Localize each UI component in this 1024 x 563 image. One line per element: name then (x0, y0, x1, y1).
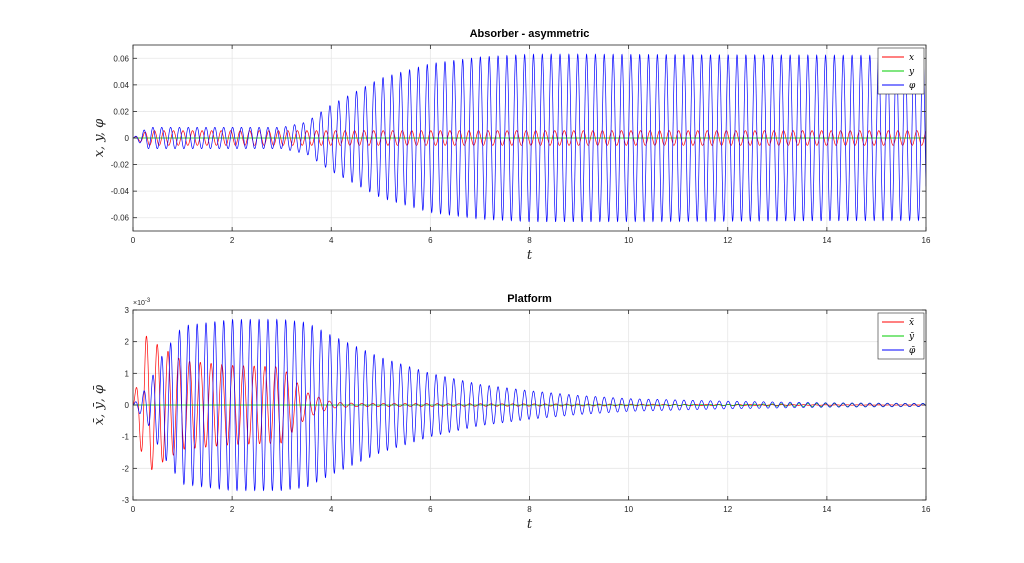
y-tick-label: -3 (122, 496, 130, 505)
x-axis-label: t (527, 517, 533, 532)
x-tick-label: 10 (624, 505, 633, 514)
x-axis-label: t (527, 248, 533, 263)
x-tick-label: 6 (428, 505, 433, 514)
y-tick-label: 0 (125, 401, 130, 410)
legend-label: y (908, 67, 915, 77)
x-tick-label: 4 (329, 505, 334, 514)
y-tick-label: 2 (125, 338, 130, 347)
legend-label: x (909, 53, 914, 63)
chart-1: 0 2 4 6 8 10 12 14 16 -0.06 -0.04 -0.02 0 0.02 0.04 0.0… (92, 28, 931, 263)
series-group (133, 318, 926, 492)
x-tick-label: 10 (624, 236, 633, 245)
y-axis-label: x, y, φ (92, 118, 107, 157)
series-line-3 (133, 53, 926, 223)
x-tick-label: 16 (922, 505, 931, 514)
y-exponent-base: ×10 (133, 300, 145, 307)
y-tick-label: 0.02 (113, 107, 129, 116)
series-line-1 (133, 335, 926, 471)
series-group (133, 53, 926, 223)
y-tick-label: -0.06 (111, 214, 130, 223)
x-tick-label: 12 (723, 236, 732, 245)
x-tick-label: 8 (527, 505, 532, 514)
x-tick-label: 2 (230, 236, 235, 245)
y-axis-label: x̄, ȳ, φ̄ (92, 384, 107, 425)
y-tick-label: 3 (125, 306, 130, 315)
legend-label: ȳ (908, 332, 915, 342)
x-tick-label: 14 (822, 505, 831, 514)
y-tick-label: 0 (125, 134, 130, 143)
chart-title: Absorber - asymmetric (470, 28, 590, 40)
y-tick-label: -2 (122, 464, 130, 473)
y-tick-label: 1 (125, 369, 130, 378)
y-tick-label: -0.02 (111, 161, 130, 170)
legend: xyφ (877, 47, 925, 95)
x-tick-label: 12 (723, 505, 732, 514)
x-tick-label: 2 (230, 505, 235, 514)
x-tick-label: 0 (131, 236, 136, 245)
y-tick-label: 0.06 (113, 54, 129, 63)
y-tick-label: 0.04 (113, 81, 129, 90)
legend: x̄ ȳ φ̄ (877, 312, 925, 360)
y-exponent-power: -3 (145, 298, 151, 304)
x-tick-label: 6 (428, 236, 433, 245)
series-line-2 (133, 403, 926, 407)
series-line-3 (133, 318, 926, 492)
x-tick-label: 14 (822, 236, 831, 245)
x-tick-label: 4 (329, 236, 334, 245)
x-tick-label: 8 (527, 236, 532, 245)
y-tick-label: -0.04 (111, 187, 130, 196)
legend-label: φ̄ (909, 346, 916, 356)
y-exponent-label: ×10-3 (133, 298, 151, 307)
legend-label: φ (909, 81, 916, 91)
x-tick-label: 16 (922, 236, 931, 245)
y-tick-label: -1 (122, 433, 130, 442)
x-tick-label: 0 (131, 505, 136, 514)
chart-title: Platform (507, 293, 552, 305)
legend-label: x̄ (909, 318, 914, 328)
